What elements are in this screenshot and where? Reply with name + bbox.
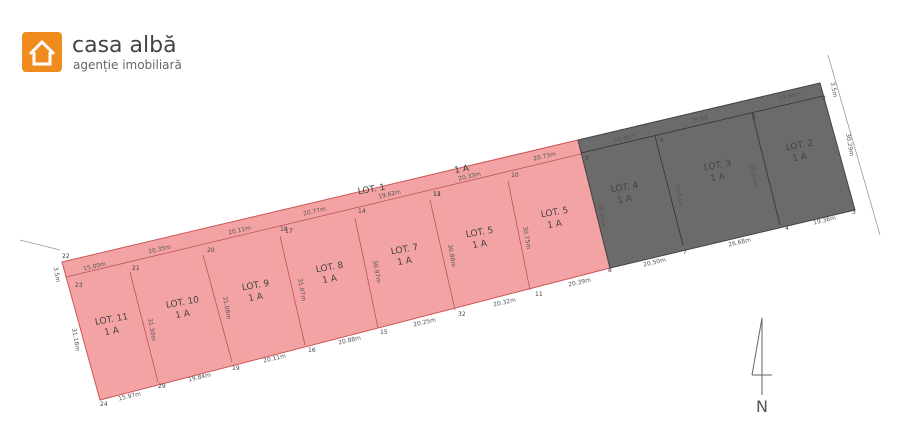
point-number: 29 — [158, 383, 166, 390]
gray-lines — [580, 95, 824, 246]
point-number: 23 — [75, 282, 83, 289]
lot-area: 1 A — [454, 164, 471, 177]
measurement: 30.86m — [446, 244, 457, 268]
point-number: 18 — [280, 226, 288, 233]
measurement: 3.5m — [52, 267, 62, 284]
point-number: 1 — [752, 113, 756, 120]
lot-area: 1 A — [472, 239, 489, 252]
lot-label: LOT. 7 — [390, 243, 419, 258]
logo-house — [28, 39, 56, 66]
point-number: 9 — [585, 155, 589, 162]
measurement: 30.54m — [748, 164, 759, 188]
measurement: 31.30m — [146, 318, 157, 342]
point-number: 16 — [308, 347, 316, 354]
measurement: 30.97m — [371, 260, 382, 284]
lot-area: 1 A — [397, 256, 414, 269]
measurement: 31.18m — [70, 328, 81, 352]
point-number: 7 — [683, 249, 687, 256]
measurement: 31.07m — [296, 278, 307, 302]
lot-area: 1 A — [322, 274, 339, 287]
measurement: 31.08m — [221, 296, 232, 320]
point-number: 8 — [608, 267, 612, 274]
lot-area: 1 A — [547, 219, 564, 232]
point-number: 24 — [100, 401, 108, 408]
measurement: 30.29m — [844, 133, 855, 157]
point-number: 15 — [380, 329, 388, 336]
point-number: 5 — [752, 115, 756, 122]
lot-label: LOT. 9 — [241, 279, 270, 294]
logo-icon — [22, 32, 62, 72]
lot-label: LOT. 3 — [703, 159, 732, 174]
measurement: 3.5m — [829, 82, 839, 99]
edge-marks — [19, 54, 881, 251]
measurement: 30.64m — [596, 204, 607, 228]
point-number: 19 — [232, 365, 240, 372]
lot-area: 1 A — [104, 326, 121, 339]
measurement: 30.75m — [521, 226, 532, 250]
measurement: 30.54m — [673, 184, 684, 208]
point-number: 14 — [358, 208, 366, 215]
point-number: 12 — [433, 191, 441, 198]
lot-lines — [65, 153, 582, 383]
point-number: 17 — [285, 228, 293, 235]
gray-parcel — [577, 82, 856, 269]
point-number: 20 — [207, 247, 215, 254]
point-number: 32 — [458, 311, 466, 318]
lot-label: LOT. 2 — [785, 139, 814, 154]
lot-label: LOT. 8 — [315, 261, 344, 276]
compass-label: N — [756, 397, 768, 416]
point-number: 22 — [62, 253, 70, 260]
lot-label: LOT. 5 — [465, 226, 494, 241]
lot-area: 1 A — [792, 152, 809, 165]
logo-name: casa albă — [72, 33, 177, 58]
logo-tagline: agenție imobiliară — [73, 58, 182, 72]
point-number: 21 — [132, 265, 140, 272]
measurement: 20.32m — [493, 297, 517, 309]
point-number: 10 — [511, 172, 519, 179]
lot-label: LOT. 1 — [357, 183, 386, 198]
measurement: 26.68 — [691, 114, 709, 125]
point-number: 3 — [852, 209, 856, 216]
point-number: 11 — [535, 291, 543, 298]
lot-area: 1 A — [248, 292, 265, 305]
lot-label: LOT. 5 — [540, 206, 569, 221]
lot-area: 1 A — [175, 309, 192, 322]
point-number: 2 — [822, 95, 826, 102]
lot-area: 1 A — [710, 172, 727, 185]
compass-arrow — [751, 317, 772, 395]
point-number: 6 — [660, 137, 664, 144]
lot-area: 1 A — [617, 194, 634, 207]
point-number: 4 — [785, 225, 789, 232]
point-number: 13 — [433, 191, 441, 198]
lot-label: LOT. 4 — [610, 181, 639, 196]
